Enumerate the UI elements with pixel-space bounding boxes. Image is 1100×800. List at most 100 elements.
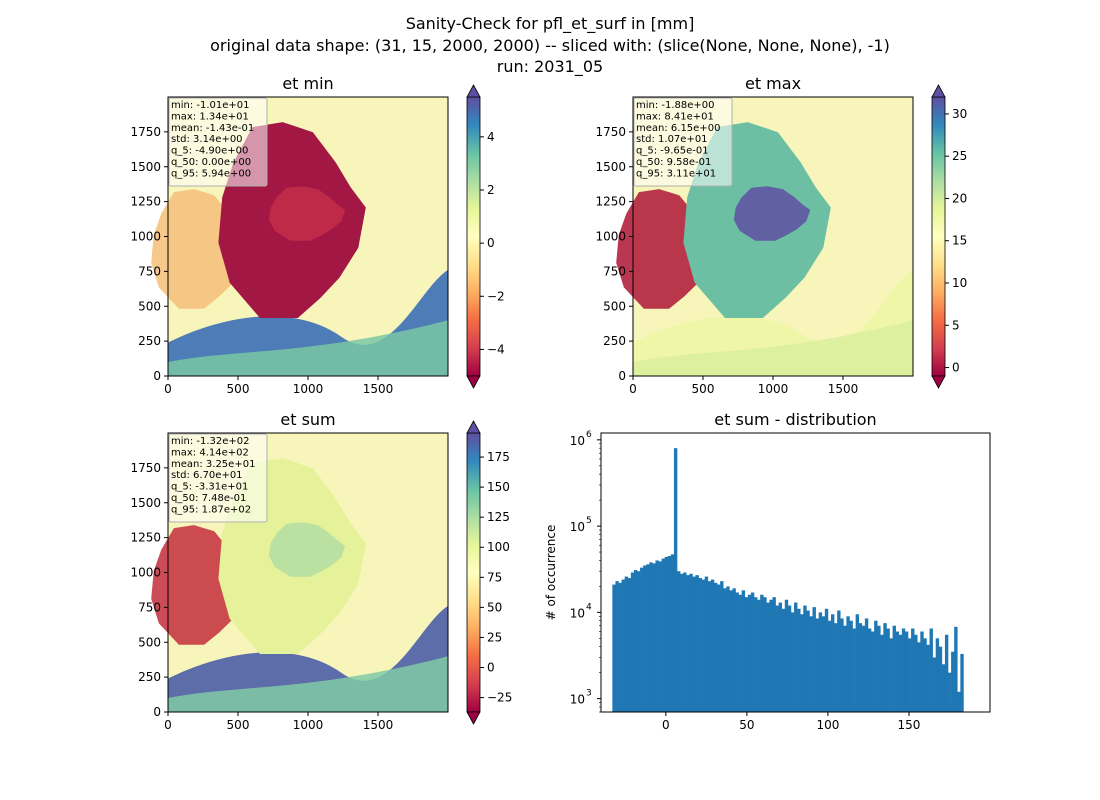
histogram-bar <box>784 599 789 712</box>
histogram-bar <box>621 579 625 712</box>
histogram-bar <box>843 625 847 712</box>
map-region-alps <box>633 320 913 376</box>
colorbar-tick-label: 30 <box>952 107 967 121</box>
x-tick-label: 150 <box>898 718 921 732</box>
stats-line: min: -1.01e+01 <box>171 100 250 111</box>
stats-line: q_95: 1.87e+02 <box>171 504 251 515</box>
colorbar-tick-label: 2 <box>487 183 495 197</box>
stats-line: mean: 3.25e+01 <box>171 459 255 470</box>
histogram-bar <box>760 594 764 712</box>
histogram-bar <box>948 672 952 712</box>
map-panel-1: et min 0 500 1000 1500 0 250 500 750 1000 1250 1500… <box>130 74 504 396</box>
histogram-bar <box>929 628 933 712</box>
histogram-bar <box>772 597 776 712</box>
histogram-bar <box>661 558 665 712</box>
histogram-bar <box>732 588 736 712</box>
histogram-bar <box>809 616 813 712</box>
histogram-bar <box>923 638 927 712</box>
stats-line: q_50: 7.48e-01 <box>171 493 246 504</box>
x-tick-label: 100 <box>816 718 839 732</box>
histogram-bar <box>926 644 930 712</box>
y-tick-label: 750 <box>138 264 161 278</box>
colorbar-tick-label: 10 <box>952 276 967 290</box>
histogram-bar <box>649 562 653 712</box>
histogram-bar <box>907 638 912 712</box>
x-tick-label: 500 <box>227 718 250 732</box>
map-title: et sum <box>280 410 335 429</box>
map-title: et max <box>745 74 801 93</box>
colorbar-extend-min <box>466 711 481 725</box>
histogram-bar <box>618 582 622 712</box>
histogram-bar <box>941 664 946 712</box>
y-tick-label: 10 <box>570 606 585 620</box>
histogram-bar <box>643 565 647 712</box>
y-tick-label: 1750 <box>595 125 626 139</box>
map-region-germany-core <box>268 186 346 241</box>
histogram-bar <box>938 646 943 712</box>
colorbar-extend-min <box>931 375 946 389</box>
histogram-bar <box>686 575 690 712</box>
colorbar-tick-label: 0 <box>952 361 960 375</box>
histogram-bar <box>612 584 616 712</box>
colorbar-tick-label: 5 <box>952 318 960 332</box>
histogram-title: et sum - distribution <box>714 410 876 429</box>
y-tick-label: 1500 <box>130 496 161 510</box>
histogram-bar <box>944 634 949 712</box>
histogram-bar <box>815 618 819 712</box>
x-tick-label: 0 <box>629 382 637 396</box>
histogram-bar <box>670 554 675 712</box>
histogram-bar <box>883 623 887 712</box>
stats-box <box>168 433 268 523</box>
x-tick-label: 1500 <box>828 382 859 396</box>
stats-line: q_5: -9.65e-01 <box>636 146 709 157</box>
x-tick-label: 0 <box>164 718 172 732</box>
histogram-bar <box>652 563 656 712</box>
histogram-bar <box>951 651 955 712</box>
x-tick-label: 1500 <box>363 718 394 732</box>
histogram-bar <box>710 579 715 712</box>
histogram-bar <box>630 572 635 712</box>
histogram-bar <box>957 691 961 712</box>
histogram-bar <box>901 628 906 712</box>
histogram-bar <box>683 572 687 712</box>
histogram-bar <box>818 612 823 712</box>
y-tick-label: 750 <box>138 600 161 614</box>
x-tick-label: 0 <box>164 382 172 396</box>
histogram-bar <box>794 602 798 712</box>
y-tick-label: 1500 <box>130 160 161 174</box>
histogram-bar <box>917 642 921 712</box>
histogram-bar <box>827 620 832 712</box>
y-tick-label: 1250 <box>595 195 626 209</box>
map-title: et min <box>282 74 333 93</box>
colorbar-tick-label: 25 <box>487 630 502 644</box>
colorbar-tick-label: 150 <box>487 480 510 494</box>
y-tick-label: 10 <box>570 434 585 448</box>
histogram-bar <box>797 608 801 712</box>
histogram-bar <box>895 631 900 712</box>
colorbar-extend-max <box>931 84 946 98</box>
colorbar <box>466 96 481 377</box>
colorbar-tick-label: 125 <box>487 510 510 524</box>
stats-line: min: -1.88e+00 <box>636 100 715 111</box>
histogram-bar <box>667 556 672 712</box>
stats-line: max: 8.41e+01 <box>636 111 714 122</box>
x-tick-label: 0 <box>662 718 670 732</box>
histogram-bar <box>689 573 693 712</box>
histogram-bar <box>871 631 875 712</box>
histogram-bar <box>920 631 924 712</box>
colorbar-extend-max <box>466 420 481 434</box>
y-tick-label: 0 <box>618 369 626 383</box>
histogram-bar <box>677 571 681 712</box>
histogram-bar <box>695 575 699 712</box>
histogram-bar <box>646 564 650 712</box>
histogram-bar <box>932 657 936 712</box>
histogram-bar <box>757 599 761 712</box>
stats-box <box>168 97 268 187</box>
histogram-bar <box>769 599 773 712</box>
stats-box <box>633 97 733 187</box>
map-region-alps <box>168 656 448 712</box>
y-tick-label: 10 <box>570 520 585 534</box>
colorbar-tick-label: 100 <box>487 540 510 554</box>
